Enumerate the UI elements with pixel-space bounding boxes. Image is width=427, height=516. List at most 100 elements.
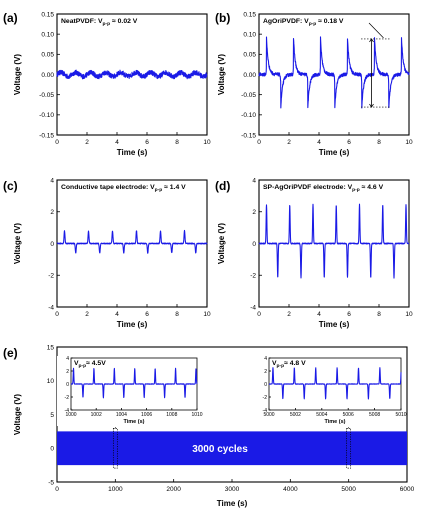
inset-vpp-annotation: Vp-p≈ 4.8 V	[272, 360, 306, 369]
vpp-annotation-suffix: ≈ 4.6 V	[360, 184, 384, 191]
y-axis-title: Voltage (V)	[217, 54, 226, 96]
y-tick-label: 2	[264, 369, 267, 375]
vpp-annotation-prefix: SP-AgOriPVDF electrode: V	[263, 184, 353, 191]
x-tick-label: 6	[347, 139, 351, 146]
y-tick-label: 0	[66, 382, 69, 388]
vpp-annotation-prefix: Conductive tape electrode: V	[61, 184, 155, 191]
voltage-series	[258, 203, 410, 279]
panel-e: (e)0 1000 2000 3000 4000 5000 6000-5051015Time…	[3, 344, 415, 508]
y-tick-label: 15	[47, 344, 55, 351]
y-tick-label: -0.10	[241, 112, 256, 119]
vpp-annotation-prefix: NeatPVDF: V	[61, 18, 103, 25]
panel-a: (a) 0 2 4 6 8 10 -0.15 -0.10 -0.05 0.00 0.05 0.10 0.1…	[3, 11, 211, 157]
y-axis-title: Voltage (V)	[217, 223, 226, 265]
x-tick-label: 1000	[108, 486, 123, 493]
panel-label: (e)	[3, 346, 18, 360]
inset-vpp-annotation: Vp-p≈ 4.5V	[74, 360, 106, 369]
cycles-band	[57, 431, 407, 466]
y-tick-label: 0	[50, 446, 54, 453]
panel-d: (d) 0 2 4 6 8 10 -4 -2 0 2 4 Time (s) Voltage (V) SP-A…	[215, 177, 413, 329]
x-tick-label: 2	[85, 139, 89, 146]
x-tick-label: 0	[55, 139, 59, 146]
x-tick-label: 1002	[91, 412, 102, 418]
y-tick-label: 0.10	[41, 31, 54, 38]
y-tick-label: 4	[66, 356, 69, 362]
panel-label: (d)	[215, 179, 230, 193]
zoom-marker	[112, 428, 118, 469]
inset-x-axis-title: Time (s)	[124, 419, 145, 425]
voltage-series	[56, 69, 208, 80]
x-tick-label: 6	[145, 139, 149, 146]
vpp-annotation-sub: p-p	[155, 188, 163, 193]
x-tick-label: 6000	[400, 486, 415, 493]
x-tick-label: 3000	[225, 486, 240, 493]
inset-vpp-annotation-suffix: ≈ 4.8 V	[284, 360, 306, 367]
y-tick-label: 2	[50, 209, 54, 216]
x-tick-label: 2000	[166, 486, 181, 493]
x-axis-title: Time (s)	[319, 320, 350, 329]
y-tick-label: 0.00	[243, 72, 256, 79]
x-axis-title: Time (s)	[117, 148, 148, 157]
y-tick-label: -4	[48, 304, 54, 311]
y-axis-title: Voltage (V)	[13, 223, 22, 265]
y-tick-label: 0.05	[243, 52, 256, 59]
y-tick-label: 4	[252, 177, 256, 184]
x-tick-label: 5006	[343, 412, 354, 418]
y-tick-label: -2	[65, 395, 70, 401]
inset-vpp-annotation-sub: p-p	[277, 364, 285, 369]
x-tick-label: 6	[145, 311, 149, 318]
x-tick-label: 0	[257, 311, 261, 318]
voltage-series	[56, 229, 208, 254]
x-tick-label: 8	[175, 139, 179, 146]
x-tick-label: 5004	[316, 412, 327, 418]
x-tick-label: 8	[377, 139, 381, 146]
y-tick-label: 5	[50, 412, 54, 419]
panel-b: (b) 0 2 4 6 8 10 -0.15 -0.10 -0.05 0.00 0.05 0.10 0.1…	[215, 11, 413, 157]
y-tick-label: 0	[50, 241, 54, 248]
vpp-annotation: SP-AgOriPVDF electrode: Vp-p ≈ 4.6 V	[263, 184, 384, 193]
x-tick-label: 0	[257, 139, 261, 146]
x-tick-label: 1008	[166, 412, 177, 418]
vpp-annotation-sub: p-p	[352, 188, 360, 193]
annotation-pointer	[368, 22, 384, 39]
vpp-annotation-prefix: AgOriPVDF: V	[263, 18, 309, 25]
y-tick-label: 2	[66, 369, 69, 375]
inset-vpp-annotation-prefix: V	[74, 360, 79, 367]
vpp-annotation-sub: p-p	[309, 22, 317, 27]
x-tick-label: 4	[115, 311, 119, 318]
panel-label: (a)	[3, 11, 18, 25]
y-tick-label: 0	[264, 382, 267, 388]
vpp-annotation: NeatPVDF: Vp-p ≈ 0.02 V	[61, 18, 138, 27]
y-tick-label: 0.00	[41, 72, 54, 79]
x-tick-label: 10	[203, 139, 211, 146]
inset-voltage-series	[268, 367, 402, 400]
x-tick-label: 10	[203, 311, 211, 318]
inset-voltage-series	[70, 367, 198, 399]
y-tick-label: -5	[48, 479, 54, 486]
y-tick-label: -0.05	[39, 92, 54, 99]
y-tick-label: -2	[250, 273, 256, 280]
zoom-marker	[346, 428, 352, 469]
y-tick-label: -2	[48, 273, 54, 280]
x-tick-label: 8	[377, 311, 381, 318]
y-axis-title: Voltage (V)	[13, 54, 22, 96]
x-tick-label: 4	[317, 311, 321, 318]
voltage-series	[258, 36, 410, 109]
x-tick-label: 6	[347, 311, 351, 318]
y-axis-title: Voltage (V)	[13, 394, 22, 436]
inset-x-axis-title: Time (s)	[325, 419, 346, 425]
x-tick-label: 10	[405, 139, 413, 146]
x-tick-label: 5000	[341, 486, 356, 493]
x-tick-label: 1006	[141, 412, 152, 418]
y-tick-label: -4	[65, 408, 70, 414]
x-tick-label: 4	[317, 139, 321, 146]
y-tick-label: 0.15	[243, 11, 256, 18]
inset-vpp-annotation-sub: p-p	[79, 364, 87, 369]
vpp-annotation-suffix: ≈ 0.02 V	[110, 18, 138, 25]
x-tick-label: 2	[287, 139, 291, 146]
y-tick-label: 0.05	[41, 52, 54, 59]
panel-label: (c)	[3, 179, 18, 193]
x-tick-label: 2	[287, 311, 291, 318]
